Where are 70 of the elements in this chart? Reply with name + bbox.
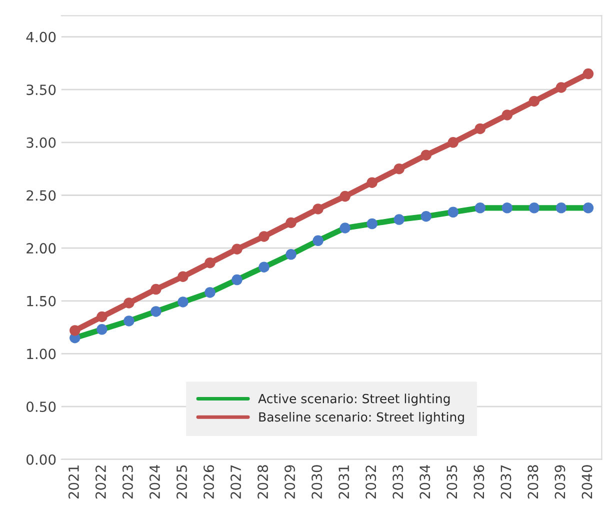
point [286,217,296,228]
point [96,311,108,322]
x-tick-label: 2039 [554,465,566,499]
x-tick-label: 2023 [122,465,133,499]
legend-label: Active scenario: Street lighting [258,394,450,406]
legend-label: Baseline scenario: Street lighting [259,412,464,424]
point [232,244,242,255]
x-tick-label: 2040 [582,465,592,499]
point [448,206,459,218]
x-tick-label: 2024 [149,465,160,499]
point [528,202,540,214]
point [340,190,350,202]
point [420,150,432,160]
point [394,214,404,225]
point [582,202,594,214]
x-tick-label: 2021 [68,466,79,499]
point [394,163,404,174]
point [204,257,216,268]
x-tick-label: 2031 [338,466,350,499]
point [420,211,432,222]
point [204,287,216,298]
x-tick-label: 2037 [500,465,512,499]
y-tick-label: 3.00 [26,137,56,148]
x-tick-label: 2034 [420,465,430,499]
x-tick-label: 2027 [230,465,242,499]
point [124,316,134,326]
point [258,231,270,242]
point [556,82,567,93]
point [124,298,134,308]
point [340,222,350,234]
y-tick-label: 1.50 [27,296,56,306]
point [448,137,459,148]
y-tick-label: 0.50 [26,402,56,412]
point [312,235,324,246]
x-tick-label: 2026 [204,465,214,499]
point [474,123,486,134]
point [528,96,540,107]
y-tick-label: 0.00 [26,454,56,465]
point [312,204,324,214]
point [286,249,296,260]
point [178,296,188,308]
point [366,177,378,188]
x-tick-label: 2029 [284,465,296,499]
point [96,324,108,335]
x-tick-label: 2033 [392,465,404,499]
point [258,262,270,272]
point [502,110,513,120]
x-tick-label: 2035 [446,465,458,499]
point [150,284,162,295]
y-tick-label: 3.50 [26,84,56,96]
point [556,202,567,214]
x-tick-label: 2030 [312,465,322,499]
point [582,68,594,80]
point [178,271,188,282]
point [232,274,242,286]
y-tick-label: 2.00 [26,243,56,254]
point [502,202,513,214]
x-tick-label: 2022 [95,466,106,499]
x-tick-label: 2028 [258,465,268,499]
x-tick-label: 2032 [366,466,376,499]
x-tick-label: 2036 [474,465,484,499]
point [70,325,80,336]
point [474,202,486,214]
y-tick-label: 4.00 [26,32,56,42]
x-tick-label: 2025 [176,465,187,499]
y-tick-label: 2.50 [26,190,56,201]
point [150,306,162,317]
x-tick-label: 2038 [528,465,538,499]
y-tick-label: 1.00 [27,348,56,360]
point [366,218,378,230]
